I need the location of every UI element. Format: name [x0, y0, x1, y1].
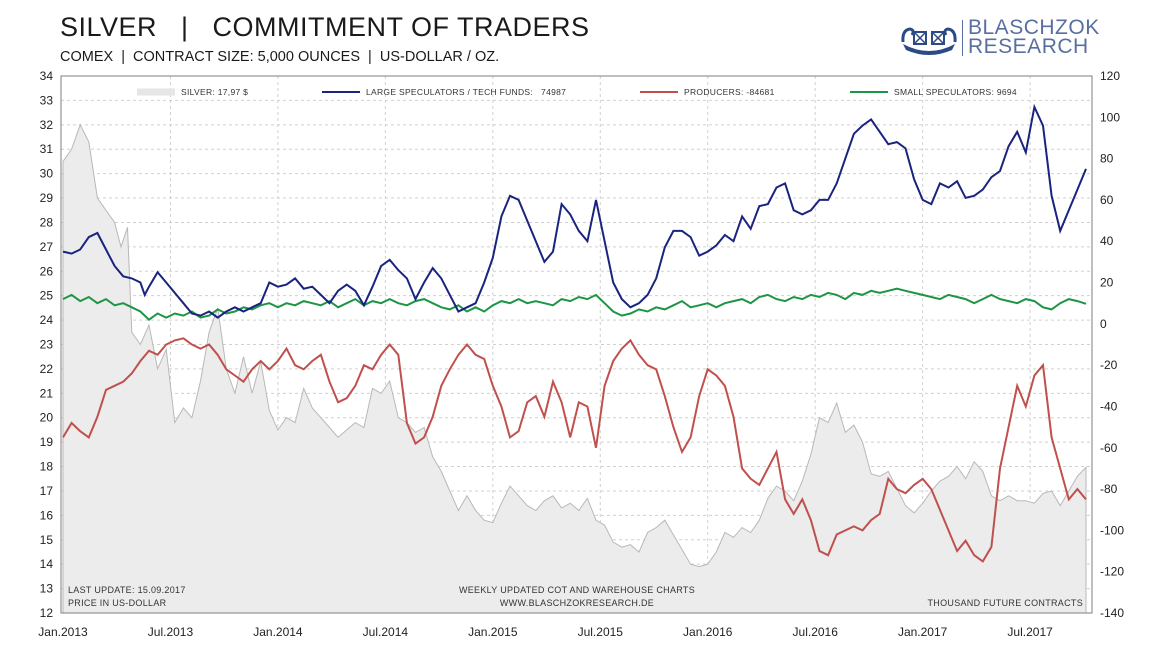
left-tick-label: 32 [40, 118, 54, 132]
producers-line [62, 337, 1087, 563]
left-tick-label: 16 [40, 508, 54, 522]
left-tick-label: 19 [40, 435, 54, 449]
left-tick-label: 24 [40, 313, 54, 327]
silver-price-area [62, 123, 1087, 614]
left-tick-label: 33 [40, 93, 54, 107]
right-tick-label: 80 [1100, 152, 1114, 166]
chart-title: SILVER | COMMITMENT OF TRADERS [60, 12, 590, 42]
chart-subtitle: COMEX | CONTRACT SIZE: 5,000 OUNCES | US… [60, 49, 500, 65]
x-tick-label: Jan.2013 [38, 625, 88, 639]
logo-divider [962, 20, 963, 56]
footer-last-update: LAST UPDATE: 15.09.2017 [68, 585, 186, 595]
logo-wordmark: BLASCHZOK RESEARCH [968, 16, 1100, 58]
x-tick-label: Jul.2017 [1007, 625, 1053, 639]
legend: SILVER: 17,97 $ LARGE SPECULATORS / TECH … [137, 87, 1017, 97]
left-tick-label: 21 [40, 386, 54, 400]
left-tick-label: 14 [40, 557, 54, 571]
footer-contract-unit: THOUSAND FUTURE CONTRACTS [928, 598, 1084, 608]
right-tick-label: -120 [1100, 565, 1124, 579]
left-tick-label: 26 [40, 264, 54, 278]
x-tick-label: Jul.2016 [793, 625, 839, 639]
right-axis-ticks: -140 -120 -100 -80 -60 -40 -20 0 20 40 60 80 100 120 [1100, 69, 1124, 620]
right-tick-label: -100 [1100, 523, 1124, 537]
footer-price-unit: PRICE IN US-DOLLAR [68, 598, 167, 608]
right-tick-label: 60 [1100, 193, 1114, 207]
logo-line-1: BLASCHZOK [968, 16, 1100, 39]
x-tick-label: Jan.2016 [683, 625, 733, 639]
viking-ship-icon [901, 27, 957, 55]
small-speculators-line [62, 287, 1087, 321]
left-tick-label: 25 [40, 289, 54, 303]
right-tick-label: 40 [1100, 234, 1114, 248]
left-tick-label: 12 [40, 606, 54, 620]
x-tick-label: Jul.2014 [363, 625, 409, 639]
right-tick-label: -40 [1100, 399, 1118, 413]
left-tick-label: 22 [40, 362, 54, 376]
right-tick-label: -140 [1100, 606, 1124, 620]
x-tick-label: Jul.2013 [148, 625, 194, 639]
right-tick-label: -20 [1100, 358, 1118, 372]
brand-logo: BLASCHZOK RESEARCH [900, 17, 1099, 62]
left-axis-ticks: 12 13 14 15 16 17 18 19 20 21 22 23 24 25 26 27 28 29 30 31… [40, 69, 54, 620]
left-tick-label: 34 [40, 69, 54, 83]
right-tick-label: 100 [1100, 110, 1120, 124]
left-tick-label: 20 [40, 411, 54, 425]
left-tick-label: 30 [40, 167, 54, 181]
right-tick-label: 120 [1100, 69, 1120, 83]
left-tick-label: 28 [40, 215, 54, 229]
left-tick-label: 17 [40, 484, 54, 498]
left-tick-label: 18 [40, 460, 54, 474]
legend-label: SMALL SPECULATORS: 9694 [894, 87, 1017, 97]
legend-label: SILVER: 17,97 $ [181, 87, 248, 97]
x-tick-label: Jul.2015 [578, 625, 624, 639]
right-tick-label: -80 [1100, 482, 1118, 496]
plot-frame [60, 75, 1093, 614]
x-tick-label: Jan.2014 [253, 625, 303, 639]
logo-line-2: RESEARCH [968, 35, 1089, 58]
large-speculators-line [62, 103, 1087, 319]
x-axis-ticks: Jan.2013 Jul.2013 Jan.2014 Jul.2014 Jan.2015… [38, 625, 1053, 639]
right-tick-label: 0 [1100, 317, 1107, 331]
left-tick-label: 13 [40, 582, 54, 596]
x-tick-label: Jan.2017 [898, 625, 948, 639]
legend-label: LARGE SPECULATORS / TECH FUNDS: 74987 [366, 87, 566, 97]
left-tick-label: 29 [40, 191, 54, 205]
footer-website: WWW.BLASCHZOKRESEARCH.DE [500, 598, 654, 608]
left-tick-label: 27 [40, 240, 54, 254]
right-tick-label: -60 [1100, 441, 1118, 455]
left-tick-label: 15 [40, 533, 54, 547]
footer-weekly-updated: WEEKLY UPDATED COT AND WAREHOUSE CHARTS [459, 585, 695, 595]
left-tick-label: 31 [40, 142, 54, 156]
x-tick-label: Jan.2015 [468, 625, 518, 639]
left-tick-label: 23 [40, 338, 54, 352]
right-tick-label: 20 [1100, 276, 1114, 290]
legend-label: PRODUCERS: -84681 [684, 87, 775, 97]
